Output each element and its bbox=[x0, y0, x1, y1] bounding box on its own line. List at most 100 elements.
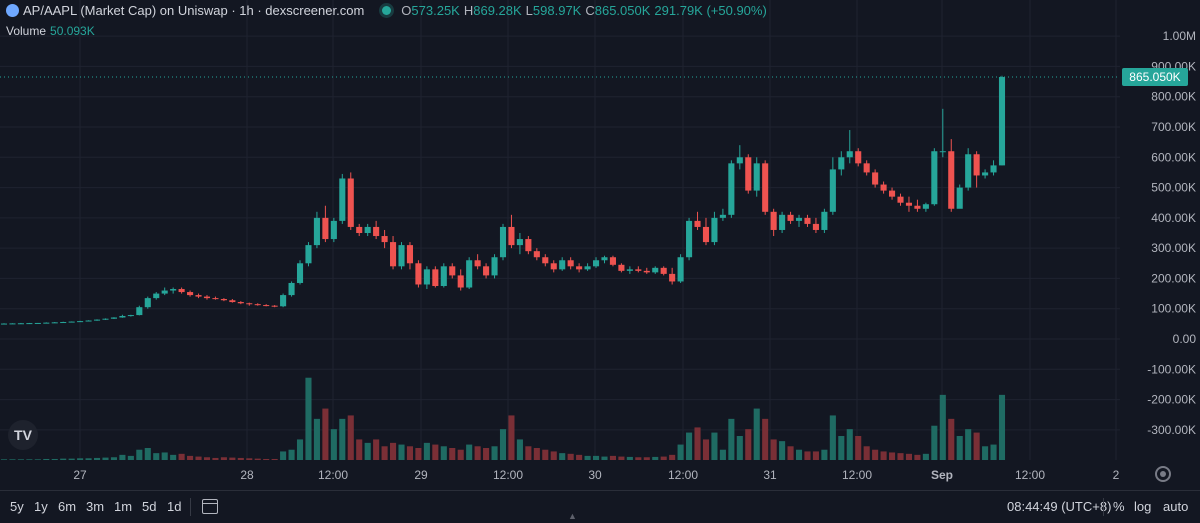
candle-body bbox=[533, 251, 540, 258]
log-scale-toggle[interactable]: log bbox=[1134, 499, 1152, 514]
time-tick-label: 12:00 bbox=[668, 468, 698, 482]
volume-bar bbox=[60, 458, 67, 460]
volume-bar bbox=[195, 456, 202, 460]
volume-bar bbox=[85, 458, 92, 460]
volume-bar bbox=[77, 458, 84, 460]
volume-bar bbox=[939, 394, 946, 460]
volume-bar bbox=[161, 452, 168, 460]
clock-readout[interactable]: 08:44:49 (UTC+8) bbox=[1007, 499, 1112, 514]
volume-bar bbox=[821, 449, 828, 460]
time-tick-label: Sep bbox=[931, 468, 953, 482]
time-tick-label: 28 bbox=[240, 468, 254, 482]
time-tick-label: 29 bbox=[414, 468, 428, 482]
candle-body bbox=[626, 269, 633, 271]
range-button-6m[interactable]: 6m bbox=[58, 499, 77, 514]
volume-bar bbox=[846, 429, 853, 460]
candle-body bbox=[838, 157, 845, 170]
volume-bar bbox=[330, 429, 337, 460]
volume-bar bbox=[508, 415, 515, 460]
candle-body bbox=[635, 269, 642, 271]
price-tick-label: 100.00K bbox=[1151, 302, 1196, 316]
volume-bar bbox=[9, 459, 16, 461]
candle-body bbox=[787, 214, 794, 221]
ohlc-low: L598.97K bbox=[525, 3, 582, 18]
volume-bar bbox=[296, 439, 304, 460]
volume-bar bbox=[728, 418, 735, 460]
candle-body bbox=[170, 289, 177, 291]
volume-bar bbox=[449, 448, 456, 460]
volume-value: 50.093K bbox=[50, 24, 95, 38]
volume-bar bbox=[499, 429, 507, 460]
candlestick-chart[interactable] bbox=[0, 0, 1120, 461]
candle-body bbox=[77, 321, 84, 323]
volume-bar bbox=[102, 457, 109, 460]
candle-body bbox=[246, 303, 253, 305]
candle-body bbox=[0, 323, 8, 325]
volume-bar bbox=[965, 429, 972, 460]
candle-body bbox=[973, 154, 980, 176]
calendar-icon[interactable] bbox=[202, 499, 218, 514]
candle-body bbox=[153, 293, 160, 299]
time-tick-label: 2 bbox=[1113, 468, 1120, 482]
volume-bar bbox=[474, 446, 481, 460]
volume-bar bbox=[643, 457, 650, 460]
volume-bar bbox=[339, 418, 346, 460]
range-button-3m[interactable]: 3m bbox=[86, 499, 105, 514]
time-tick-label: 31 bbox=[763, 468, 777, 482]
toolbar-divider bbox=[1103, 498, 1104, 516]
volume-bar bbox=[652, 456, 659, 460]
price-tick-label: -200.00K bbox=[1147, 393, 1196, 407]
candle-body bbox=[872, 172, 879, 185]
tradingview-logo-icon[interactable]: TV bbox=[8, 420, 38, 450]
volume-bar bbox=[17, 459, 24, 461]
volume-bar bbox=[178, 453, 185, 460]
candle-body bbox=[711, 217, 718, 243]
volume-bar bbox=[812, 451, 819, 460]
candle-body bbox=[423, 269, 430, 285]
volume-bar bbox=[0, 459, 8, 461]
volume-bar bbox=[567, 453, 574, 460]
range-button-5d[interactable]: 5d bbox=[142, 499, 157, 514]
candle-body bbox=[144, 298, 151, 308]
chart-settings-gear-icon[interactable] bbox=[1155, 466, 1171, 482]
volume-bar bbox=[51, 458, 58, 460]
auto-scale-toggle[interactable]: auto bbox=[1163, 499, 1189, 514]
candle-body bbox=[931, 151, 938, 205]
candle-body bbox=[702, 226, 710, 243]
volume-bar bbox=[68, 458, 75, 460]
candle-body bbox=[415, 263, 422, 285]
range-button-1d[interactable]: 1d bbox=[167, 499, 182, 514]
range-button-1y[interactable]: 1y bbox=[34, 499, 48, 514]
ohlc-close: C865.050K bbox=[585, 3, 651, 18]
time-axis[interactable]: 27 28 12:00 29 12:00 30 12:00 31 12:00 Sep 12:00 2 bbox=[0, 460, 1120, 490]
candle-body bbox=[212, 298, 219, 300]
candle-body bbox=[263, 305, 270, 307]
percent-scale-toggle[interactable]: % bbox=[1113, 499, 1125, 514]
candle-body bbox=[237, 302, 244, 304]
expand-panel-chevron-up-icon[interactable]: ▲ bbox=[568, 511, 577, 521]
candle-body bbox=[863, 163, 870, 173]
volume-bar bbox=[736, 436, 743, 460]
candle-body bbox=[795, 217, 803, 221]
range-button-1m[interactable]: 1m bbox=[114, 499, 133, 514]
toolbar-divider bbox=[190, 498, 191, 516]
candle-body bbox=[677, 257, 684, 282]
candle-body bbox=[516, 239, 523, 246]
candle-body bbox=[812, 223, 819, 230]
volume-bar bbox=[43, 458, 50, 460]
candle-body bbox=[525, 239, 532, 252]
price-tick-label: 200.00K bbox=[1151, 271, 1196, 285]
volume-bar bbox=[889, 452, 896, 460]
volume-bar bbox=[322, 408, 329, 460]
market-status-icon bbox=[382, 6, 392, 15]
price-tick-label: -100.00K bbox=[1147, 362, 1196, 376]
price-tick-label: 1.00M bbox=[1163, 29, 1196, 43]
candle-body bbox=[305, 245, 312, 264]
chart-pane[interactable]: AP/AAPL (Market Cap) on Uniswap · 1h · d… bbox=[0, 0, 1120, 461]
candle-body bbox=[779, 214, 786, 230]
candle-body bbox=[60, 322, 67, 324]
candle-body bbox=[127, 315, 134, 317]
candle-body bbox=[34, 322, 41, 324]
range-button-5y[interactable]: 5y bbox=[10, 499, 24, 514]
candle-body bbox=[390, 242, 397, 267]
